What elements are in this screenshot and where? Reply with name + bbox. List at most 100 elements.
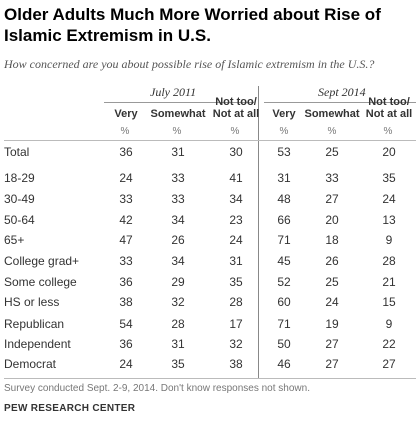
cell-very-2014: 50 — [264, 337, 304, 351]
cell-nottoo-2011: 32 — [216, 337, 256, 351]
cell-somewhat-2014: 20 — [312, 213, 352, 227]
cell-somewhat-2014: 18 — [312, 233, 352, 247]
row-label: Total — [4, 145, 29, 159]
cell-somewhat-2011: 32 — [158, 295, 198, 309]
cell-somewhat-2011: 28 — [158, 317, 198, 331]
cell-very-2014: 53 — [264, 145, 304, 159]
cell-somewhat-2011: 35 — [158, 357, 198, 371]
cell-somewhat-2011: 34 — [158, 254, 198, 268]
chart-title: Older Adults Much More Worried about Ris… — [4, 4, 416, 46]
cell-very-2014: 46 — [264, 357, 304, 371]
cell-very-2011: 38 — [106, 295, 146, 309]
cell-somewhat-2011: 26 — [158, 233, 198, 247]
table-row: Independent 36 31 32 50 27 22 — [0, 335, 420, 354]
table-row: 50-64 42 34 23 66 20 13 — [0, 211, 420, 230]
cell-somewhat-2014: 25 — [312, 145, 352, 159]
row-label: 30-49 — [4, 192, 35, 206]
period-july-2011: July 2011 — [150, 85, 196, 100]
row-label: HS or less — [4, 295, 59, 309]
row-label: Democrat — [4, 357, 56, 371]
col-header-somewhat-2011: Somewhat — [150, 108, 206, 120]
cell-somewhat-2014: 27 — [312, 357, 352, 371]
table-row: 30-49 33 33 34 48 27 24 — [0, 190, 420, 209]
cell-nottoo-2014: 24 — [369, 192, 409, 206]
table-row: Total 36 31 30 53 25 20 — [0, 143, 420, 162]
cell-somewhat-2011: 31 — [158, 145, 198, 159]
cell-very-2011: 36 — [106, 145, 146, 159]
cell-very-2014: 66 — [264, 213, 304, 227]
pct-label: % — [368, 126, 408, 137]
cell-nottoo-2014: 15 — [369, 295, 409, 309]
cell-somewhat-2014: 33 — [312, 171, 352, 185]
row-label: Republican — [4, 317, 64, 331]
cell-very-2011: 33 — [106, 254, 146, 268]
cell-somewhat-2011: 33 — [158, 171, 198, 185]
cell-somewhat-2011: 29 — [158, 275, 198, 289]
cell-somewhat-2014: 25 — [312, 275, 352, 289]
cell-somewhat-2011: 31 — [158, 337, 198, 351]
source-label: PEW RESEARCH CENTER — [4, 403, 135, 414]
col-header-somewhat-2014: Somewhat — [302, 108, 362, 120]
table-row: 65+ 47 26 24 71 18 9 — [0, 231, 420, 250]
cell-nottoo-2014: 9 — [369, 317, 409, 331]
header-rule — [4, 140, 416, 141]
cell-very-2014: 45 — [264, 254, 304, 268]
cell-somewhat-2014: 24 — [312, 295, 352, 309]
cell-nottoo-2014: 21 — [369, 275, 409, 289]
cell-somewhat-2014: 27 — [312, 192, 352, 206]
row-label: Some college — [4, 275, 77, 289]
pct-label: % — [105, 126, 145, 137]
cell-nottoo-2011: 34 — [216, 192, 256, 206]
cell-very-2011: 24 — [106, 357, 146, 371]
cell-very-2014: 71 — [264, 317, 304, 331]
footer-rule — [4, 378, 416, 379]
cell-nottoo-2014: 20 — [369, 145, 409, 159]
cell-somewhat-2014: 26 — [312, 254, 352, 268]
cell-very-2011: 54 — [106, 317, 146, 331]
table-row: 18-29 24 33 41 31 33 35 — [0, 169, 420, 188]
cell-somewhat-2014: 19 — [312, 317, 352, 331]
cell-very-2014: 52 — [264, 275, 304, 289]
cell-nottoo-2011: 23 — [216, 213, 256, 227]
cell-somewhat-2014: 27 — [312, 337, 352, 351]
pct-label: % — [215, 126, 255, 137]
pct-label: % — [157, 126, 197, 137]
cell-nottoo-2011: 41 — [216, 171, 256, 185]
pct-label: % — [312, 126, 352, 137]
col-header-very-2011: Very — [106, 108, 146, 120]
row-label: College grad+ — [4, 254, 79, 268]
cell-very-2011: 47 — [106, 233, 146, 247]
row-label: 50-64 — [4, 213, 35, 227]
cell-nottoo-2011: 35 — [216, 275, 256, 289]
chart-subtitle: How concerned are you about possible ris… — [4, 57, 416, 72]
cell-very-2014: 60 — [264, 295, 304, 309]
cell-very-2011: 36 — [106, 275, 146, 289]
cell-very-2011: 36 — [106, 337, 146, 351]
table-row: Some college 36 29 35 52 25 21 — [0, 273, 420, 292]
row-label: 18-29 — [4, 171, 35, 185]
cell-very-2014: 71 — [264, 233, 304, 247]
col-header-nottoo-2014: Not too/ Not at all — [360, 96, 418, 120]
cell-nottoo-2011: 38 — [216, 357, 256, 371]
cell-nottoo-2011: 28 — [216, 295, 256, 309]
cell-somewhat-2011: 34 — [158, 213, 198, 227]
table-row: College grad+ 33 34 31 45 26 28 — [0, 252, 420, 271]
cell-very-2011: 33 — [106, 192, 146, 206]
table-row: Democrat 24 35 38 46 27 27 — [0, 355, 420, 374]
cell-nottoo-2011: 31 — [216, 254, 256, 268]
cell-nottoo-2014: 9 — [369, 233, 409, 247]
period-sept-2014: Sept 2014 — [318, 85, 366, 100]
cell-nottoo-2014: 35 — [369, 171, 409, 185]
cell-very-2011: 24 — [106, 171, 146, 185]
col-header-very-2014: Very — [264, 108, 304, 120]
cell-nottoo-2014: 28 — [369, 254, 409, 268]
col-header-nottoo-2011: Not too/ Not at all — [208, 96, 264, 120]
table-row: HS or less 38 32 28 60 24 15 — [0, 293, 420, 312]
footnote: Survey conducted Sept. 2-9, 2014. Don't … — [4, 383, 310, 394]
cell-nottoo-2014: 22 — [369, 337, 409, 351]
cell-nottoo-2014: 13 — [369, 213, 409, 227]
cell-nottoo-2011: 30 — [216, 145, 256, 159]
cell-very-2014: 48 — [264, 192, 304, 206]
row-label: 65+ — [4, 233, 24, 247]
pct-label: % — [264, 126, 304, 137]
